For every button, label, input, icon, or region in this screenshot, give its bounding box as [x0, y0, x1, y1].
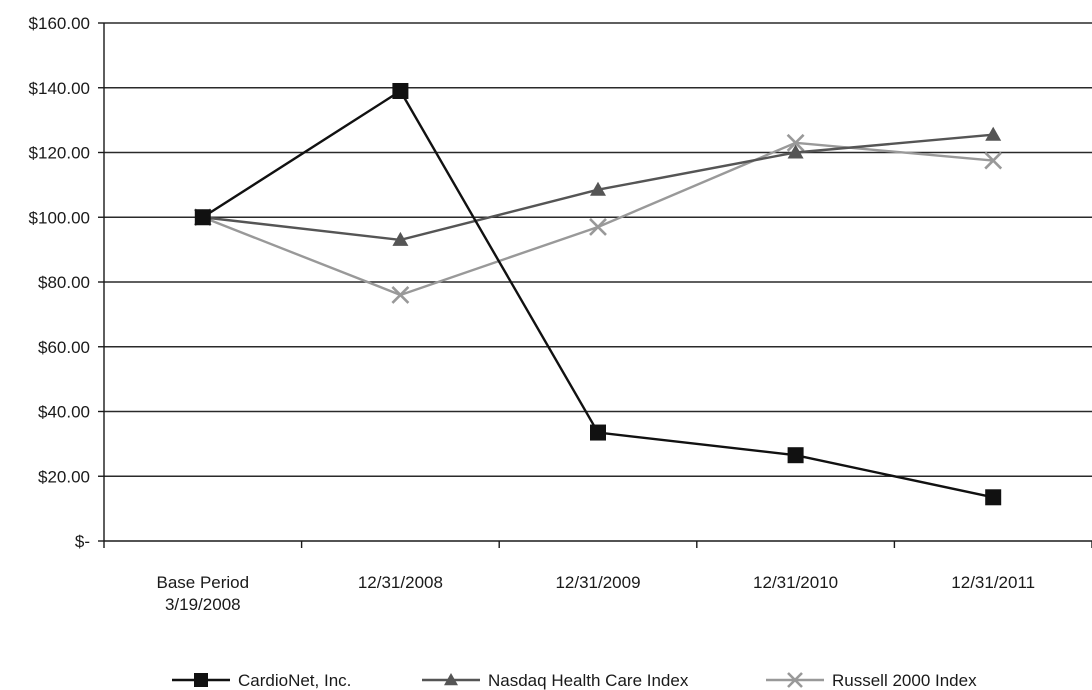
- marker-triangle: [985, 126, 1002, 141]
- series-line: [202, 141, 994, 297]
- legend-label: Nasdaq Health Care Index: [488, 671, 689, 690]
- marker-triangle: [787, 144, 804, 159]
- y-tick-label: $120.00: [29, 144, 90, 163]
- x-tick-label: 12/31/2008: [358, 573, 443, 592]
- y-tick-label: $100.00: [29, 208, 90, 227]
- marker-x-stroke: [787, 672, 803, 688]
- legend-label: CardioNet, Inc.: [238, 671, 351, 690]
- marker-x: [786, 133, 805, 152]
- legend: CardioNet, Inc. Nasdaq Health Care Index R…: [172, 671, 977, 690]
- marker-triangle: [590, 181, 606, 196]
- y-tick-label: $140.00: [29, 79, 90, 98]
- y-tick-label: $80.00: [38, 273, 90, 292]
- marker-square: [985, 489, 1002, 506]
- series-2: [193, 133, 1003, 304]
- marker-x-stroke: [391, 286, 410, 304]
- legend-item: Nasdaq Health Care Index: [422, 671, 689, 690]
- marker-x: [984, 151, 1003, 170]
- series-layer: [193, 82, 1003, 506]
- marker-x: [787, 672, 803, 688]
- y-tick-label: $20.00: [38, 467, 90, 486]
- marker-x-stroke: [589, 218, 607, 236]
- marker-triangle: [444, 673, 458, 686]
- axis-layer: $- $20.00 $40.00 $60.00 $80.00 $100.00 $120.00…: [29, 14, 1092, 614]
- legend-label: Russell 2000 Index: [832, 671, 977, 690]
- marker-square: [392, 82, 409, 99]
- legend-item: Russell 2000 Index: [766, 671, 977, 690]
- marker-square: [194, 209, 211, 226]
- series-0: [194, 82, 1002, 506]
- marker-x: [589, 218, 607, 236]
- x-tick-label: 12/31/2009: [555, 573, 640, 592]
- legend-item: CardioNet, Inc.: [172, 671, 351, 690]
- y-tick-label: $-: [75, 532, 90, 551]
- marker-triangle: [392, 231, 409, 246]
- series-1: [194, 126, 1002, 246]
- marker-square: [787, 447, 804, 464]
- marker-square: [194, 673, 208, 687]
- marker-x: [391, 286, 410, 304]
- grid-layer: [104, 22, 1092, 477]
- marker-x-stroke: [984, 151, 1003, 170]
- y-tick-label: $160.00: [29, 14, 90, 33]
- x-tick-label: Base Period 3/19/2008: [156, 573, 249, 614]
- x-tick-label: 12/31/2011: [951, 573, 1035, 592]
- x-tick-label: 12/31/2010: [753, 573, 838, 592]
- y-tick-label: $60.00: [38, 338, 90, 357]
- marker-x-stroke: [786, 133, 805, 152]
- y-tick-label: $40.00: [38, 403, 90, 422]
- marker-square: [590, 424, 606, 441]
